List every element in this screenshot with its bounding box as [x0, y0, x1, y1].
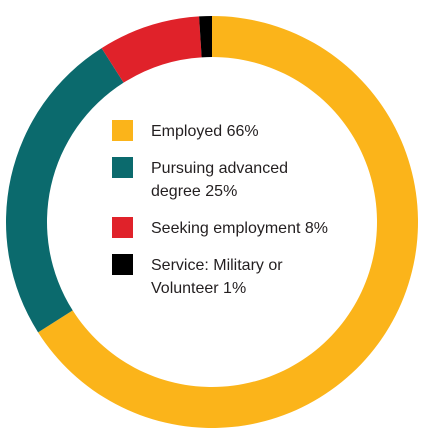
legend-item-service: Service: Military or Volunteer 1% — [112, 254, 332, 300]
legend-label-employed: Employed 66% — [151, 123, 259, 140]
legend-item-seeking-employment: Seeking employment 8% — [112, 217, 332, 240]
donut-segment-advanced-degree — [5, 48, 124, 333]
legend-label-seeking-employment: Seeking employment 8% — [151, 220, 328, 237]
legend-swatch-advanced-degree — [112, 157, 133, 178]
legend: Employed 66% Pursuing advanced degree 25… — [112, 120, 332, 314]
legend-label-advanced-degree: Pursuing advanced degree 25% — [151, 160, 288, 200]
legend-item-advanced-degree: Pursuing advanced degree 25% — [112, 157, 332, 203]
legend-swatch-seeking-employment — [112, 217, 133, 238]
legend-item-employed: Employed 66% — [112, 120, 332, 143]
legend-label-service: Service: Military or Volunteer 1% — [151, 257, 283, 297]
legend-swatch-service — [112, 254, 133, 275]
donut-segment-service — [199, 16, 212, 58]
legend-swatch-employed — [112, 120, 133, 141]
donut-segment-seeking-employment — [101, 16, 202, 83]
